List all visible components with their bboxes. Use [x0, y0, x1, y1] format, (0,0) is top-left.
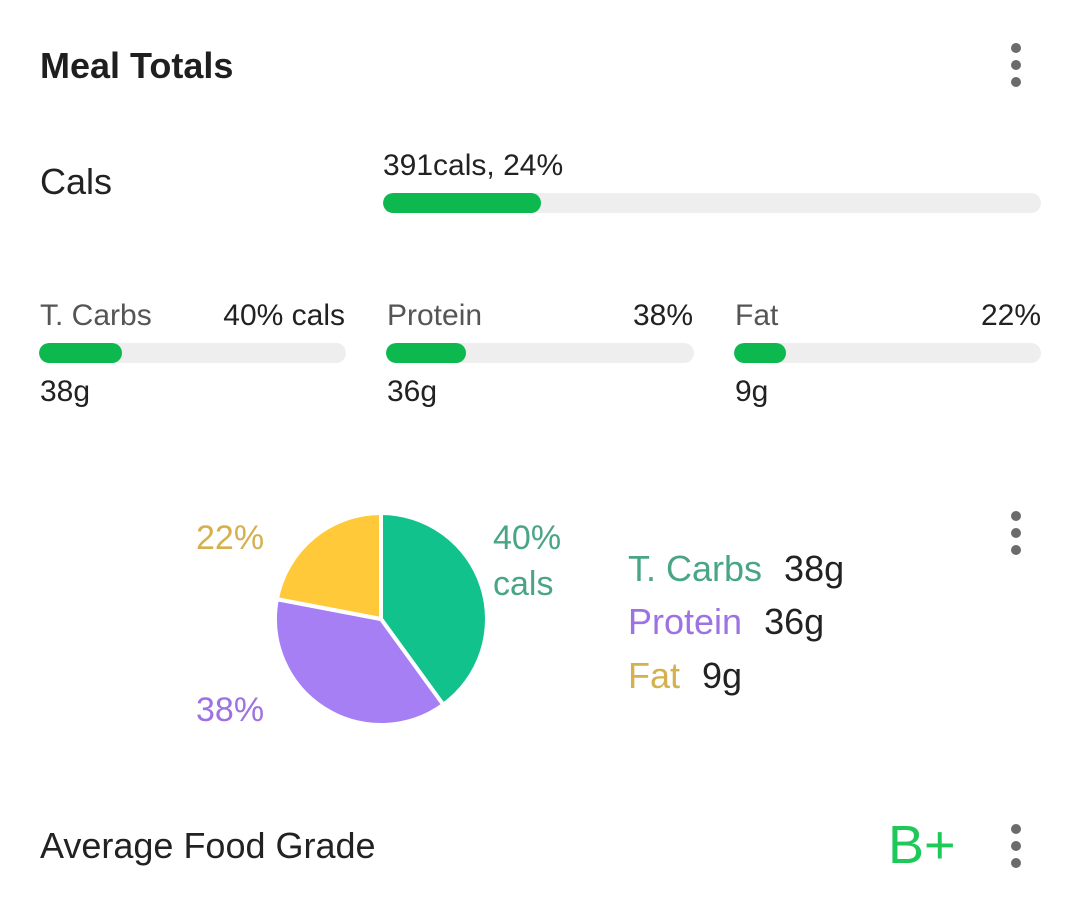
- calories-label: Cals: [40, 161, 113, 202]
- carbs-progress-bar: [39, 343, 346, 363]
- kebab-dot: [1011, 60, 1021, 70]
- pie-label-fat: 22%: [196, 519, 265, 557]
- kebab-dot: [1011, 545, 1021, 555]
- carbs-label: T. Carbs: [40, 299, 152, 332]
- kebab-dot: [1011, 528, 1021, 538]
- fat-grams: 9g: [735, 375, 769, 408]
- page-title: Meal Totals: [40, 45, 234, 86]
- calories-progress-bar: [383, 193, 1041, 213]
- pie-slice-fat: [274, 511, 383, 621]
- legend-item-protein: Protein 36g: [628, 600, 824, 644]
- pie-label-protein: 38%: [196, 691, 265, 729]
- more-vertical-icon[interactable]: [1007, 43, 1025, 87]
- fat-progress-bar: [734, 343, 1041, 363]
- pie-label-carbs: 40%: [493, 519, 562, 557]
- carbs-grams: 38g: [40, 375, 91, 408]
- protein-percent: 38%: [632, 299, 693, 332]
- pie-slice-t-carbs: [379, 511, 489, 707]
- carbs-progress-fill: [39, 343, 122, 363]
- legend-protein-amount: 36g: [764, 601, 825, 642]
- kebab-dot: [1011, 824, 1021, 834]
- macro-pie-chart: [273, 511, 489, 727]
- pie-label-carbs-unit: cals: [493, 565, 554, 603]
- pie-slice-protein: [273, 597, 446, 727]
- average-food-grade-label: Average Food Grade: [40, 825, 376, 866]
- legend-fat-name: Fat: [628, 655, 681, 696]
- fat-percent: 22%: [980, 299, 1041, 332]
- kebab-dot: [1011, 841, 1021, 851]
- fat-progress-fill: [734, 343, 787, 363]
- kebab-dot: [1011, 77, 1021, 87]
- more-vertical-icon[interactable]: [1007, 511, 1025, 555]
- kebab-dot: [1011, 858, 1021, 868]
- calories-progress-fill: [383, 193, 541, 213]
- kebab-dot: [1011, 43, 1021, 53]
- average-food-grade-value: B+: [888, 815, 956, 875]
- legend-carbs-name: T. Carbs: [628, 548, 763, 589]
- legend-carbs-amount: 38g: [784, 548, 845, 589]
- protein-progress-fill: [386, 343, 467, 363]
- legend-item-fat: Fat 9g: [628, 654, 742, 698]
- legend-fat-amount: 9g: [702, 655, 743, 696]
- kebab-dot: [1011, 511, 1021, 521]
- carbs-percent: 40% cals: [223, 299, 345, 332]
- protein-label: Protein: [387, 299, 483, 332]
- more-vertical-icon[interactable]: [1007, 824, 1025, 868]
- fat-label: Fat: [735, 299, 779, 332]
- calories-value: 391cals, 24%: [383, 149, 564, 182]
- legend-protein-name: Protein: [628, 601, 743, 642]
- protein-progress-bar: [386, 343, 694, 363]
- protein-grams: 36g: [387, 375, 438, 408]
- legend-item-carbs: T. Carbs 38g: [628, 547, 844, 591]
